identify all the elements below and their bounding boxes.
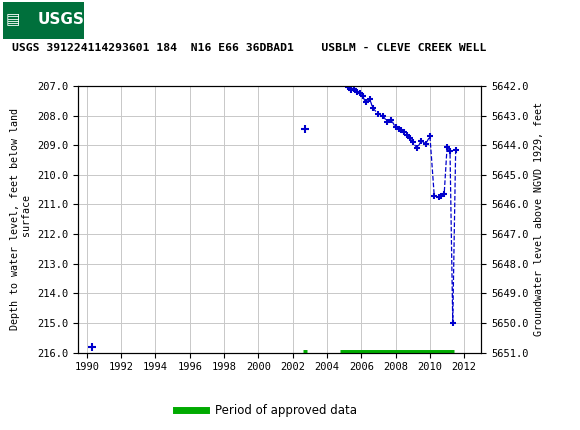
FancyBboxPatch shape [3,2,84,39]
Legend: Period of approved data: Period of approved data [172,399,362,422]
Text: ▤: ▤ [6,12,20,27]
Text: USGS: USGS [38,12,85,27]
Y-axis label: Groundwater level above NGVD 1929, feet: Groundwater level above NGVD 1929, feet [534,102,544,336]
Text: USGS 391224114293601 184  N16 E66 36DBAD1    USBLM - CLEVE CREEK WELL: USGS 391224114293601 184 N16 E66 36DBAD1… [12,43,486,53]
Y-axis label: Depth to water level, feet below land
 surface: Depth to water level, feet below land su… [10,108,32,330]
